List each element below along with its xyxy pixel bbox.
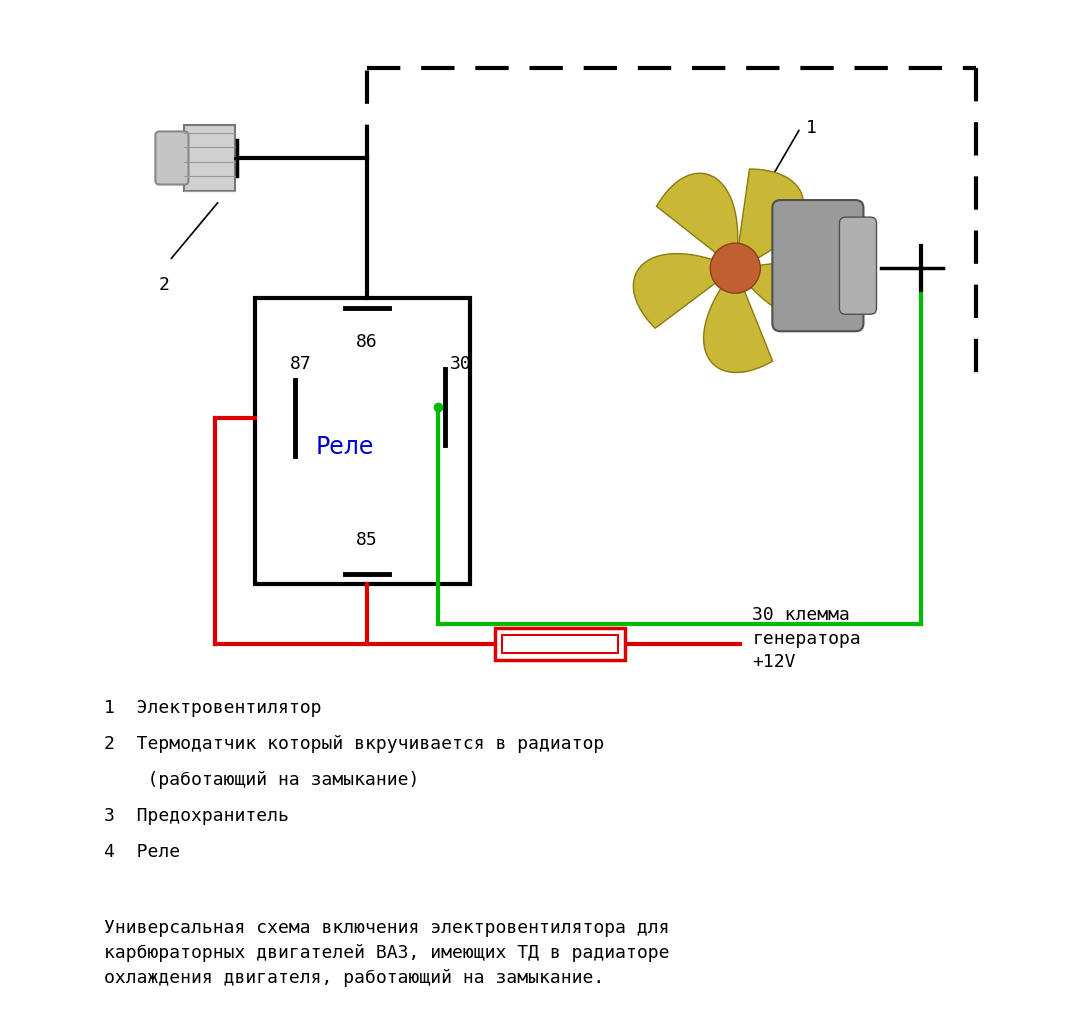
Text: 4  Реле: 4 Реле [105, 844, 180, 861]
Bar [495, 628, 625, 660]
Text: 1  Электровентилятор: 1 Электровентилятор [105, 699, 322, 716]
Text: 30: 30 [450, 355, 472, 373]
PathPatch shape [633, 253, 735, 328]
PathPatch shape [735, 256, 838, 319]
Text: 1: 1 [806, 119, 816, 137]
Text: 85: 85 [355, 531, 377, 549]
Text: 2: 2 [159, 275, 170, 294]
Bar [502, 635, 618, 653]
Text: (работающий на замыкание): (работающий на замыкание) [105, 771, 420, 789]
FancyBboxPatch shape [156, 131, 189, 185]
FancyBboxPatch shape [839, 217, 877, 314]
Text: 30 клемма
генератора
+12V: 30 клемма генератора +12V [753, 606, 861, 671]
PathPatch shape [703, 268, 772, 372]
Text: 2  Термодатчик который вкручивается в радиатор: 2 Термодатчик который вкручивается в рад… [105, 735, 605, 753]
Text: Универсальная схема включения электровентилятора для
карбюраторных двигателей ВА: Универсальная схема включения электровен… [105, 919, 670, 987]
PathPatch shape [735, 170, 804, 268]
Text: 86: 86 [355, 333, 377, 351]
PathPatch shape [657, 174, 738, 268]
FancyBboxPatch shape [772, 200, 864, 331]
Text: Реле: Реле [315, 435, 374, 459]
Bar [255, 299, 470, 583]
Text: 87: 87 [289, 355, 311, 373]
Circle shape [711, 243, 760, 294]
Text: 3  Предохранитель: 3 Предохранитель [105, 807, 289, 825]
Bar [185, 125, 234, 191]
